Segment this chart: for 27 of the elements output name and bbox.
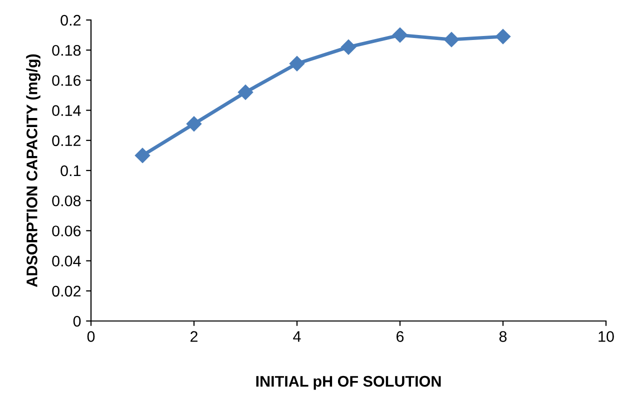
y-tick-label: 0.06 xyxy=(52,226,81,236)
y-tick-label: 0.2 xyxy=(60,14,81,26)
y-tick-label: 0.14 xyxy=(52,105,81,116)
y-axis-title: ADSORPTION CAPACITY (mg/g) xyxy=(26,54,40,287)
y-tick-label: 0.04 xyxy=(52,256,81,266)
x-tick-label: 6 xyxy=(396,331,404,342)
point xyxy=(444,32,460,48)
x-tick-label: 0 xyxy=(87,331,95,342)
point xyxy=(495,28,511,44)
point xyxy=(238,84,254,100)
y-tick-label: 0.18 xyxy=(52,44,81,56)
point xyxy=(340,40,356,55)
y-tick-label: 0.02 xyxy=(52,286,81,297)
y-tick-label: 0.16 xyxy=(52,75,81,86)
y-tick-label: 0 xyxy=(73,316,81,327)
x-axis-title: INITIAL pH OF SOLUTION xyxy=(256,376,441,390)
point xyxy=(134,148,150,164)
y-tick-label: 0.12 xyxy=(52,135,81,146)
point xyxy=(289,56,305,72)
y-tick-label: 0.08 xyxy=(52,195,81,206)
x-tick-label: 8 xyxy=(499,331,507,342)
point xyxy=(392,27,408,43)
point xyxy=(186,116,202,132)
x-tick-label: 2 xyxy=(190,331,198,342)
x-tick-label: 4 xyxy=(293,331,301,342)
y-tick-label: 0.1 xyxy=(60,165,81,176)
x-tick-label: 10 xyxy=(598,331,614,342)
